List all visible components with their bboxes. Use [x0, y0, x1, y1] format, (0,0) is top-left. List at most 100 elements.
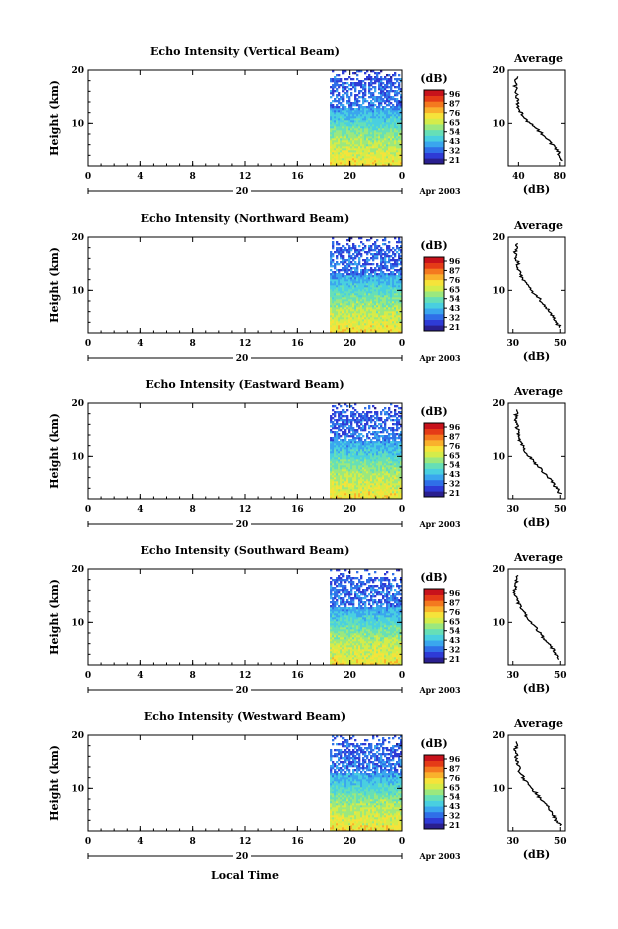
- heatmap-cell: [392, 447, 395, 450]
- heatmap-cell: [370, 245, 373, 248]
- heatmap-cell: [350, 451, 353, 454]
- heatmap-cell: [332, 132, 335, 135]
- heatmap-cell: [344, 130, 347, 133]
- heatmap-cell: [356, 301, 359, 304]
- heatmap-cell: [388, 313, 391, 316]
- heatmap-cell: [352, 431, 355, 434]
- heatmap-cell: [356, 112, 359, 115]
- heatmap-cell: [332, 459, 335, 462]
- heatmap-cell: [394, 283, 397, 286]
- heatmap-cell: [390, 467, 393, 470]
- heatmap-cell: [376, 413, 379, 416]
- heatmap-cell: [380, 489, 383, 492]
- heatmap-cell: [376, 112, 379, 115]
- heatmap-cell: [336, 126, 339, 129]
- heatmap-cell: [370, 289, 373, 292]
- heatmap-cell: [338, 291, 341, 294]
- heatmap-cell: [332, 273, 335, 276]
- heatmap-cell: [334, 655, 337, 658]
- heatmap-cell: [394, 439, 397, 442]
- heatmap-cell: [336, 649, 339, 652]
- heatmap-cell: [370, 463, 373, 466]
- heatmap-cell: [390, 647, 393, 650]
- heatmap-cell: [358, 453, 361, 456]
- heatmap-cell: [354, 431, 357, 434]
- heatmap-cell: [392, 649, 395, 652]
- heatmap-cell: [342, 431, 345, 434]
- heatmap-cell: [384, 239, 387, 242]
- heatmap-cell: [368, 269, 371, 272]
- heatmap-cell: [366, 441, 369, 444]
- heatmap-cell: [366, 319, 369, 322]
- heatmap-cell: [400, 273, 403, 276]
- heatmap-cell: [364, 323, 367, 326]
- heatmap-cell: [352, 429, 355, 432]
- heatmap-cell: [384, 160, 387, 163]
- heatmap-cell: [344, 647, 347, 650]
- heatmap-cell: [336, 128, 339, 131]
- heatmap-cell: [388, 495, 391, 498]
- heatmap-cell: [354, 273, 357, 276]
- heatmap-cell: [342, 651, 345, 654]
- heatmap-cell: [340, 110, 343, 113]
- heatmap-cell: [394, 118, 397, 121]
- heatmap-cell: [356, 263, 359, 266]
- heatmap-cell: [380, 110, 383, 113]
- heatmap-cell: [336, 437, 339, 440]
- heatmap-cell: [366, 329, 369, 332]
- heatmap-cell: [350, 441, 353, 444]
- heatmap-cell: [400, 461, 403, 464]
- heatmap-cell: [348, 425, 351, 428]
- heatmap-cell: [394, 98, 397, 101]
- heatmap-cell: [344, 473, 347, 476]
- heatmap-cell: [356, 122, 359, 125]
- heatmap-cell: [344, 279, 347, 282]
- heatmap-cell: [392, 457, 395, 460]
- heatmap-cell: [344, 649, 347, 652]
- heatmap-cell: [392, 271, 395, 274]
- heatmap-cell: [334, 651, 337, 654]
- heatmap-cell: [388, 415, 391, 418]
- heatmap-cell: [352, 281, 355, 284]
- heatmap-cell: [352, 160, 355, 163]
- heatmap-cell: [368, 411, 371, 414]
- heatmap-cell: [390, 301, 393, 304]
- heatmap-cell: [330, 441, 333, 444]
- heatmap-cell: [338, 449, 341, 452]
- heatmap-cell: [344, 459, 347, 462]
- heatmap-cell: [368, 467, 371, 470]
- heatmap-cell: [348, 263, 351, 266]
- heatmap-cell: [388, 132, 391, 135]
- heatmap-cell: [332, 277, 335, 280]
- heatmap-cell: [394, 443, 397, 446]
- heatmap-cell: [368, 126, 371, 129]
- heatmap-cell: [350, 94, 353, 97]
- heatmap-cell: [366, 283, 369, 286]
- heatmap-cell: [378, 98, 381, 101]
- heatmap-cell: [396, 445, 399, 448]
- heatmap-cell: [390, 160, 393, 163]
- heatmap-cell: [344, 150, 347, 153]
- heatmap-cell: [336, 124, 339, 127]
- heatmap-cell: [378, 160, 381, 163]
- profile-y-tick-label: 10: [492, 286, 505, 296]
- heatmap-cell: [394, 126, 397, 129]
- heatmap-cell: [380, 441, 383, 444]
- heatmap-cell: [342, 473, 345, 476]
- heatmap-cell: [374, 122, 377, 125]
- heatmap-cell: [398, 78, 401, 81]
- heatmap-cell: [342, 144, 345, 147]
- heatmap-cell: [364, 144, 367, 147]
- heatmap-cell: [350, 309, 353, 312]
- heatmap-cell: [394, 116, 397, 119]
- heatmap-cell: [370, 144, 373, 147]
- heatmap-cell: [390, 80, 393, 83]
- heatmap-cell: [388, 138, 391, 141]
- heatmap-cell: [332, 413, 335, 416]
- heatmap-cell: [344, 154, 347, 157]
- heatmap-cell: [352, 150, 355, 153]
- heatmap-cell: [330, 659, 333, 662]
- heatmap-cell: [360, 419, 363, 422]
- heatmap-cell: [390, 317, 393, 320]
- heatmap-cell: [330, 134, 333, 137]
